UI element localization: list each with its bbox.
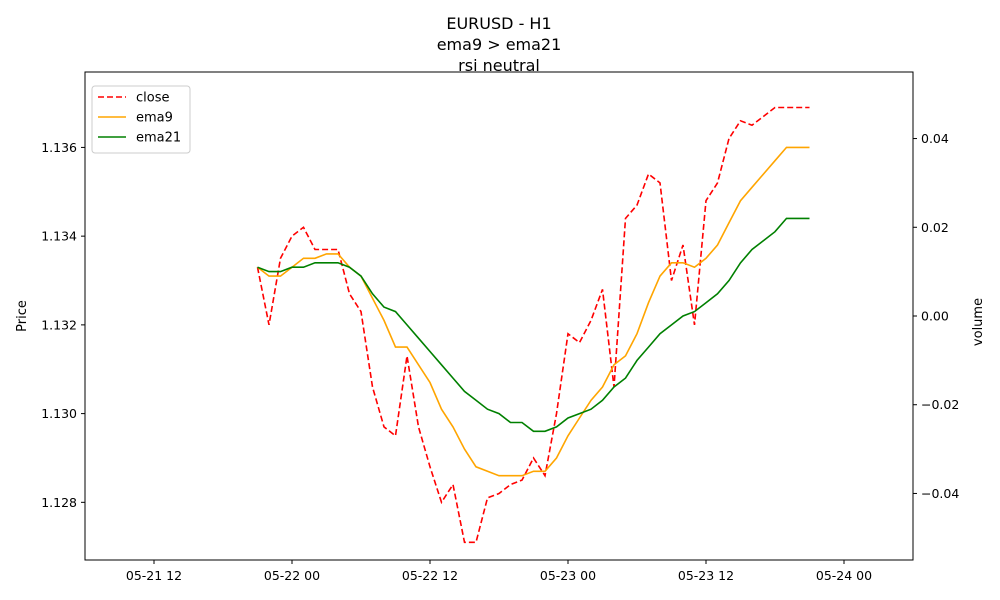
series-line-ema21 (257, 217, 810, 433)
x-axis: 05-21 12 05-22 00 05-22 12 05-23 00 05-23 12… (126, 560, 872, 583)
y-tick-label: 1.132 (41, 317, 77, 332)
chart-title: EURUSD - H1 ema9 > ema21 rsi neutral (437, 14, 562, 75)
x-tick-label: 05-23 12 (678, 568, 734, 583)
y-tick-label: 1.128 (41, 495, 77, 510)
chart-title-line-3: rsi neutral (458, 56, 540, 75)
x-tick-label: 05-24 00 (816, 568, 872, 583)
y2-axis-label: volume (971, 298, 986, 346)
y2-tick-label: 0.04 (921, 131, 949, 146)
chart-title-line-1: EURUSD - H1 (446, 14, 551, 33)
x-tick-label: 05-22 12 (402, 568, 458, 583)
legend-label-close: close (136, 91, 169, 106)
x-tick-label: 05-23 00 (540, 568, 596, 583)
y-axis: 1.128 1.130 1.132 1.134 1.136 (41, 140, 85, 510)
y2-tick-label: 0.02 (921, 220, 949, 235)
plot-frame (84, 71, 914, 561)
x-tick-label: 05-22 00 (264, 568, 320, 583)
legend-label-ema9: ema9 (136, 111, 173, 126)
y2-tick-label: 0.00 (921, 309, 949, 324)
x-tick-label: 05-21 12 (126, 568, 182, 583)
y-tick-label: 1.130 (41, 406, 77, 421)
series-lines (256, 106, 810, 544)
y2-axis: −0.04 −0.02 0.00 0.02 0.04 (913, 131, 959, 501)
legend: close ema9 ema21 (91, 85, 191, 154)
y2-tick-label: −0.04 (921, 486, 959, 501)
y-tick-label: 1.136 (41, 140, 77, 155)
series-line-close (256, 106, 810, 544)
legend-label-ema21: ema21 (136, 131, 181, 146)
series-line-ema9 (257, 146, 810, 477)
y-tick-label: 1.134 (41, 229, 77, 244)
chart-title-line-2: ema9 > ema21 (437, 35, 562, 54)
y2-tick-label: −0.02 (921, 397, 959, 412)
y-axis-label: Price (15, 300, 30, 332)
